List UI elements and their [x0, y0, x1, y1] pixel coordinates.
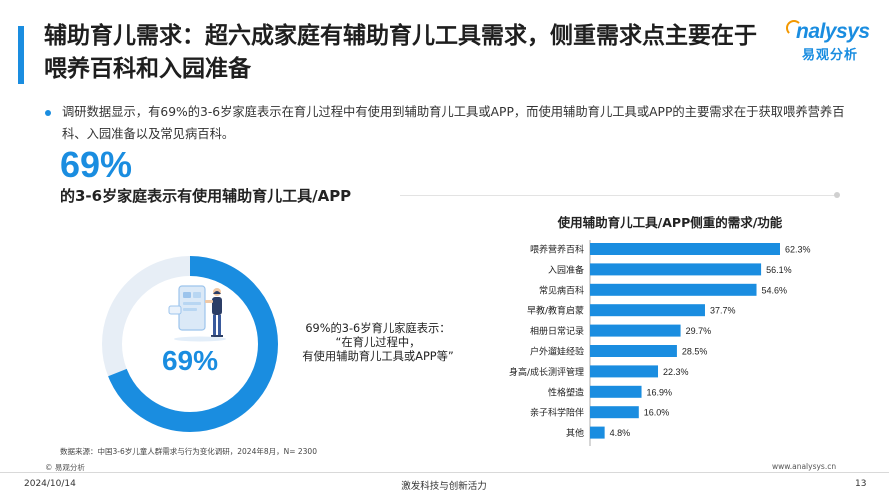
desc-line-3: 有使用辅助育儿工具或APP等” — [302, 350, 454, 363]
bar — [590, 365, 659, 378]
category-label: 相册日常记录 — [530, 325, 584, 337]
desc-line-1: 69%的3-6岁育儿家庭表示： — [305, 322, 451, 335]
bar-chart: 喂养营养百科 62.3% 入园准备 56.1% 常见病百科 54.6% 早教/教育启蒙 37.… — [509, 240, 811, 446]
page-number: 13 — [855, 479, 867, 489]
bar — [590, 345, 677, 357]
bar — [590, 406, 639, 419]
category-label: 入园准备 — [548, 264, 584, 276]
stat-subtitle: 的3-6岁家庭表示有使用辅助育儿工具/APP — [60, 187, 352, 205]
category-label: 性格塑造 — [548, 386, 584, 398]
value-label: 37.7% — [710, 306, 736, 316]
category-label: 常见病百科 — [539, 284, 584, 296]
bar — [590, 426, 605, 439]
website-link[interactable]: www.analysys.cn — [772, 462, 837, 471]
donut-value-arc — [102, 256, 278, 432]
bar — [590, 324, 681, 337]
big-percentage: 69% — [60, 144, 133, 185]
bar — [590, 304, 705, 317]
value-label: 22.3% — [663, 367, 689, 377]
value-label: 28.5% — [682, 347, 708, 357]
logo-cn-text: 易观分析 — [802, 48, 859, 63]
bar — [590, 385, 642, 398]
value-label: 4.8% — [610, 428, 631, 438]
bullet-dot-icon — [45, 110, 51, 116]
category-label: 早教/教育启蒙 — [527, 305, 584, 317]
copyright: © 易观分析 — [45, 463, 85, 472]
category-label: 身高/成长测评管理 — [509, 366, 584, 378]
category-label: 喂养营养百科 — [530, 244, 584, 256]
data-source: 数据来源：中国3-6岁儿童人群需求与行为变化调研，2024年8月，N= 2300 — [60, 447, 317, 456]
donut-chart — [102, 256, 278, 432]
category-label: 其他 — [566, 427, 584, 439]
divider-dot-icon — [834, 192, 840, 198]
value-label: 56.1% — [766, 265, 792, 275]
value-label: 16.9% — [647, 387, 673, 397]
stat-description: 69%的3-6岁育儿家庭表示： “在育儿过程中， 有使用辅助育儿工具或APP等” — [278, 322, 478, 364]
page-title: 辅助育儿需求：超六成家庭有辅助育儿工具需求，侧重需求点主要在于喂养百科和入园准备 — [44, 23, 757, 82]
footer-divider — [0, 472, 889, 473]
phone-person-illustration-icon — [168, 285, 226, 342]
logo-arc-icon — [786, 20, 802, 36]
category-label: 亲子科学陪伴 — [530, 407, 584, 419]
bar — [590, 243, 780, 255]
value-label: 62.3% — [785, 245, 811, 255]
bar — [590, 263, 762, 276]
analysys-logo: nalysys 易观分析 — [780, 14, 880, 64]
value-label: 54.6% — [762, 285, 788, 295]
intro-paragraph: 调研数据显示，有69%的3-6岁家庭表示在育儿过程中有使用到辅助育儿工具或APP… — [62, 105, 845, 141]
report-date: 2024/10/14 — [24, 479, 76, 489]
footer-slogan: 激发科技与创新活力 — [401, 481, 487, 492]
bar — [590, 283, 757, 296]
divider-line — [400, 195, 836, 196]
value-label: 16.0% — [644, 408, 670, 418]
logo-wordmark: nalysys — [780, 20, 870, 44]
desc-line-2: “在育儿过程中， — [335, 336, 421, 349]
value-label: 29.7% — [686, 326, 712, 336]
title-accent-bar — [18, 26, 24, 84]
chart-title: 使用辅助育儿工具/APP侧重的需求/功能 — [557, 215, 783, 230]
category-label: 户外遛娃经验 — [530, 346, 584, 358]
logo-word-text: nalysys — [796, 20, 870, 43]
donut-center-label: 69% — [161, 345, 219, 376]
